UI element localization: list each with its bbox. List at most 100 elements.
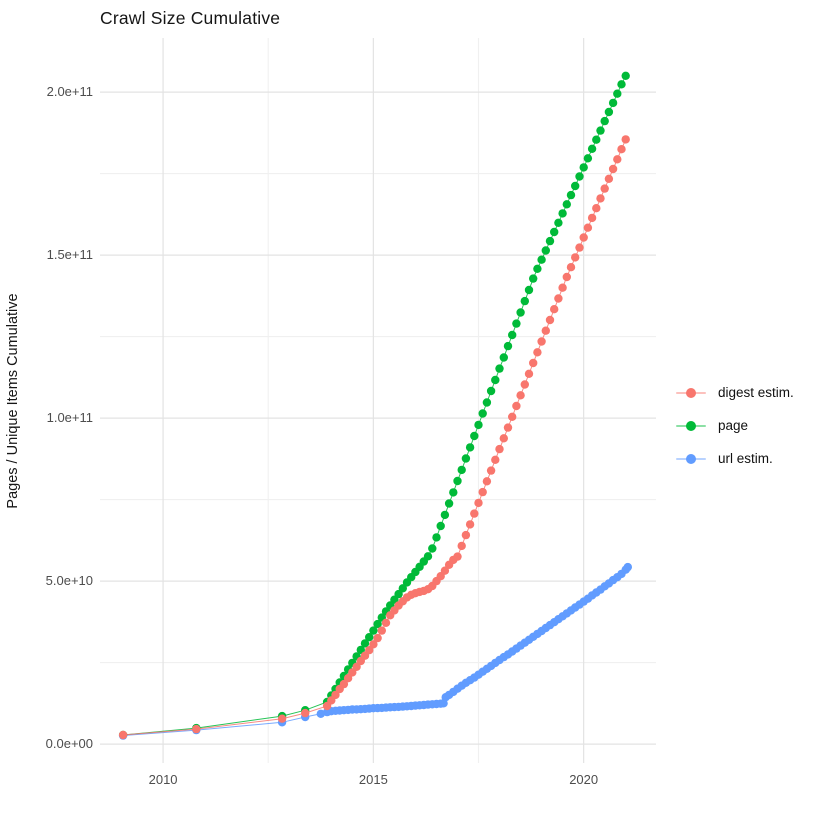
data-point-page: [575, 172, 584, 181]
data-point-digest-estim-: [482, 477, 492, 486]
x-tick-label: 2010: [148, 772, 178, 787]
data-point-digest-estim-: [461, 530, 471, 540]
data-point-digest-estim-: [118, 730, 128, 740]
x-tick-label: 2020: [569, 772, 599, 787]
data-point-digest-estim-: [440, 566, 450, 575]
x-tick-label: 2015: [358, 772, 388, 787]
data-point-digest-estim-: [520, 380, 529, 389]
data-point-page: [562, 200, 571, 209]
legend-key-icon: [676, 387, 706, 399]
data-point-digest-estim-: [545, 315, 555, 325]
data-point-digest-estim-: [495, 444, 504, 454]
data-point-page: [516, 308, 525, 317]
data-point-page: [436, 521, 445, 531]
legend-key-dot: [686, 453, 696, 464]
data-point-page: [495, 364, 504, 373]
data-point-digest-estim-: [491, 455, 500, 464]
data-point-page: [583, 154, 593, 163]
data-point-digest-estim-: [550, 305, 559, 314]
legend-label: page: [718, 418, 749, 433]
data-point-digest-estim-: [478, 487, 487, 497]
data-point-digest-estim-: [613, 155, 622, 164]
data-point-page: [398, 584, 407, 593]
y-axis-title: Pages / Unique Items Cumulative: [5, 293, 21, 509]
legend-label: url estim.: [718, 451, 773, 466]
data-point-digest-estim-: [369, 640, 378, 649]
data-point-digest-estim-: [457, 541, 466, 551]
data-point-url-estim-: [316, 709, 325, 718]
data-point-digest-estim-: [524, 369, 534, 378]
data-point-page: [432, 533, 441, 542]
y-tick-label: 2.0e+11: [46, 84, 93, 100]
data-point-digest-estim-: [301, 708, 310, 718]
data-point-digest-estim-: [596, 194, 605, 203]
data-point-page: [394, 589, 403, 599]
data-point-page: [554, 218, 563, 227]
data-point-page: [491, 375, 500, 385]
data-point-page: [587, 144, 597, 153]
data-point-digest-estim-: [571, 253, 580, 262]
y-tick-label: 1.0e+11: [46, 410, 93, 426]
data-point-page: [541, 246, 550, 255]
data-point-digest-estim-: [373, 633, 382, 643]
data-point-digest-estim-: [499, 434, 508, 443]
data-point-digest-estim-: [503, 423, 513, 432]
legend-key-icon: [676, 420, 706, 432]
chart-title: Crawl Size Cumulative: [100, 8, 281, 28]
data-point-digest-estim-: [377, 626, 386, 635]
data-point-page: [486, 386, 496, 396]
data-point-page: [499, 353, 508, 362]
data-point-page: [482, 398, 492, 407]
data-point-digest-estim-: [579, 233, 588, 242]
data-point-digest-estim-: [566, 263, 576, 272]
data-point-page: [365, 633, 374, 642]
legend-item-digest-estim-: digest estim.: [676, 376, 794, 409]
data-point-digest-estim-: [558, 283, 567, 292]
data-point-digest-estim-: [587, 213, 597, 223]
data-point-page: [465, 443, 475, 452]
legend-item-url-estim-: url estim.: [676, 442, 794, 475]
data-point-page: [617, 80, 626, 89]
data-point-digest-estim-: [343, 674, 353, 683]
data-point-page: [558, 209, 567, 218]
data-point-page: [461, 454, 471, 463]
data-point-page: [508, 330, 517, 340]
data-point-digest-estim-: [192, 724, 201, 734]
data-point-page: [373, 619, 382, 629]
data-point-page: [529, 274, 538, 283]
data-point-page: [621, 71, 630, 81]
data-point-digest-estim-: [512, 401, 521, 411]
legend-key-icon: [676, 453, 706, 465]
legend-key-dot: [686, 387, 696, 398]
data-point-page: [604, 107, 614, 117]
data-point-page: [579, 163, 588, 172]
legend-item-page: page: [676, 409, 794, 442]
data-point-digest-estim-: [381, 618, 391, 627]
data-point-page: [596, 126, 605, 135]
data-point-digest-estim-: [508, 412, 517, 421]
data-point-digest-estim-: [621, 135, 630, 144]
data-point-digest-estim-: [608, 164, 618, 174]
y-tick-label: 5.0e+10: [45, 573, 93, 589]
data-point-digest-estim-: [352, 662, 361, 671]
data-point-url-estim-: [623, 562, 632, 572]
data-point-page: [474, 420, 483, 430]
data-point-page: [592, 135, 601, 144]
data-point-page: [550, 227, 559, 237]
data-point-page: [449, 488, 458, 497]
data-point-digest-estim-: [533, 348, 542, 357]
data-point-digest-estim-: [537, 337, 546, 346]
data-point-digest-estim-: [600, 184, 609, 193]
data-point-digest-estim-: [592, 204, 601, 213]
data-point-page: [478, 409, 487, 418]
data-point-digest-estim-: [583, 223, 593, 232]
data-point-digest-estim-: [486, 466, 496, 475]
data-point-page: [571, 181, 580, 191]
data-point-page: [423, 552, 433, 561]
data-point-page: [533, 264, 542, 273]
data-point-digest-estim-: [575, 243, 584, 252]
data-point-digest-estim-: [465, 520, 475, 529]
data-point-digest-estim-: [453, 552, 462, 561]
